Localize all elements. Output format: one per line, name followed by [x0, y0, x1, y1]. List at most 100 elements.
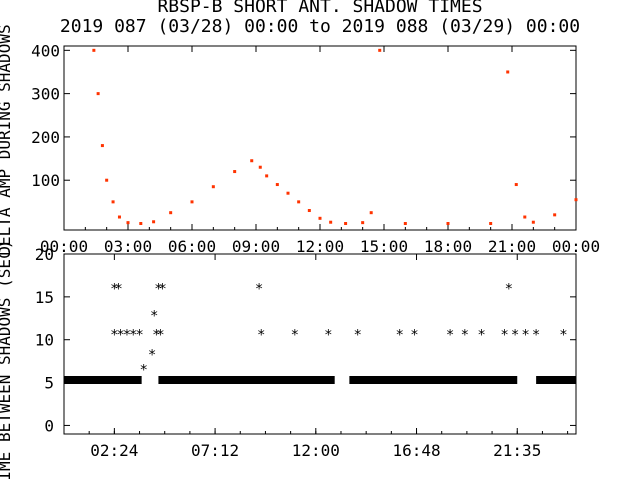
chart-subtitle: 2019 087 (03/28) 00:00 to 2019 088 (03/2…	[60, 16, 580, 37]
shadow-point	[250, 159, 254, 163]
shadow-point	[258, 165, 262, 169]
top-x-tick-label: 03:00	[104, 237, 152, 256]
shadow-point	[318, 216, 322, 220]
interval-point: *	[152, 328, 160, 344]
shadow-point	[361, 221, 365, 225]
interval-point: *	[154, 281, 162, 297]
top-x-tick-label: 00:00	[40, 237, 88, 256]
top-x-tick-label: 09:00	[232, 237, 280, 256]
interval-point: *	[110, 328, 118, 344]
interval-point: *	[396, 328, 404, 344]
bottom-plot-frame	[63, 253, 577, 435]
shadow-point	[105, 178, 109, 182]
interval-point: *	[532, 328, 540, 344]
bottom-x-tick-label: 02:24	[90, 441, 138, 460]
interval-point: *	[559, 328, 567, 344]
bottom-y-tick-label: 20	[35, 245, 54, 264]
baseline-band	[349, 376, 518, 384]
interval-point: *	[521, 328, 529, 344]
shadow-point	[92, 48, 96, 52]
top-y-tick-label: 100	[31, 171, 60, 190]
shadow-point	[329, 220, 333, 224]
interval-point: *	[114, 281, 122, 297]
shadow-point	[139, 222, 143, 226]
top-x-tick-label: 21:00	[488, 237, 536, 256]
shadow-point	[126, 221, 130, 225]
shadow-point	[275, 183, 279, 187]
interval-point: *	[135, 328, 143, 344]
shadow-point	[369, 211, 373, 215]
bottom-y-tick-label: 0	[44, 416, 54, 435]
shadow-point	[100, 144, 104, 148]
bottom-plot-ylabel: TIME BETWEEN SHADOWS (SEC)	[0, 240, 14, 480]
interval-point: *	[123, 328, 131, 344]
bottom-x-tick-label: 07:12	[191, 441, 239, 460]
shadow-point	[506, 70, 510, 74]
bottom-x-tick-label: 16:48	[392, 441, 440, 460]
interval-point: *	[140, 363, 148, 379]
shadow-point	[96, 92, 100, 96]
shadow-point	[378, 48, 382, 52]
top-plot: 00:00 03:00 06:00 09:00 12:00 15:00 18:00 21:00…	[0, 24, 600, 256]
shadow-point	[531, 220, 535, 224]
bottom-plot-ticks: 02:24 07:12 12:00 16:48 21:35 0 5 10 15 20	[35, 245, 576, 460]
top-plot-ylabel: DELTA AMP DURING SHADOWS	[0, 24, 14, 255]
interval-point: *	[354, 328, 362, 344]
baseline-band	[536, 376, 576, 384]
interval-point: *	[446, 328, 454, 344]
interval-point: *	[156, 328, 164, 344]
interval-point: *	[110, 281, 118, 297]
bottom-x-tick-label: 12:00	[292, 441, 340, 460]
shadow-point	[111, 200, 115, 204]
top-plot-data	[92, 48, 578, 226]
shadow-point	[297, 200, 301, 204]
interval-point: *	[477, 328, 485, 344]
interval-point: *	[291, 328, 299, 344]
shadow-point	[446, 222, 450, 226]
baseline-band	[158, 376, 335, 384]
interval-point: *	[116, 328, 124, 344]
top-x-tick-label: 12:00	[296, 237, 344, 256]
interval-point: *	[500, 328, 508, 344]
shadow-point	[233, 170, 237, 174]
interval-point: *	[505, 281, 513, 297]
baseline-band	[64, 376, 142, 384]
interval-point: *	[324, 328, 332, 344]
shadow-point	[553, 213, 557, 217]
interval-point: *	[511, 328, 519, 344]
interval-point: *	[129, 328, 137, 344]
bottom-x-tick-label: 21:35	[493, 441, 541, 460]
shadow-point	[211, 185, 215, 189]
shadow-point	[489, 222, 493, 226]
interval-point: *	[257, 328, 265, 344]
shadow-point	[265, 174, 269, 178]
shadow-point	[574, 198, 578, 202]
shadow-point	[169, 211, 173, 215]
top-x-tick-label: 00:00	[552, 237, 600, 256]
shadow-point	[403, 222, 407, 226]
top-y-tick-label: 400	[31, 41, 60, 60]
bottom-y-tick-label: 15	[35, 288, 54, 307]
top-plot-frame	[63, 45, 577, 231]
top-plot-ticks: 00:00 03:00 06:00 09:00 12:00 15:00 18:00 21:00…	[31, 41, 600, 256]
interval-point: *	[255, 281, 263, 297]
shadow-point	[190, 200, 194, 204]
interval-point: *	[148, 347, 156, 363]
top-x-tick-label: 18:00	[424, 237, 472, 256]
interval-point: *	[158, 281, 166, 297]
interval-point: *	[150, 309, 158, 325]
top-y-tick-label: 300	[31, 85, 60, 104]
chart-title: RBSP-B SHORT ANT. SHADOW TIMES	[157, 0, 482, 17]
shadow-point	[523, 215, 527, 219]
shadow-point	[307, 209, 311, 213]
bottom-plot-data: **************** * * * * * * * * *** * * *	[64, 281, 576, 384]
bottom-y-tick-label: 5	[44, 374, 54, 393]
bottom-y-tick-label: 10	[35, 331, 54, 350]
shadow-point	[514, 183, 518, 187]
top-x-tick-label: 15:00	[360, 237, 408, 256]
shadow-point	[344, 222, 348, 226]
interval-point: *	[410, 328, 418, 344]
shadow-point	[152, 220, 156, 224]
